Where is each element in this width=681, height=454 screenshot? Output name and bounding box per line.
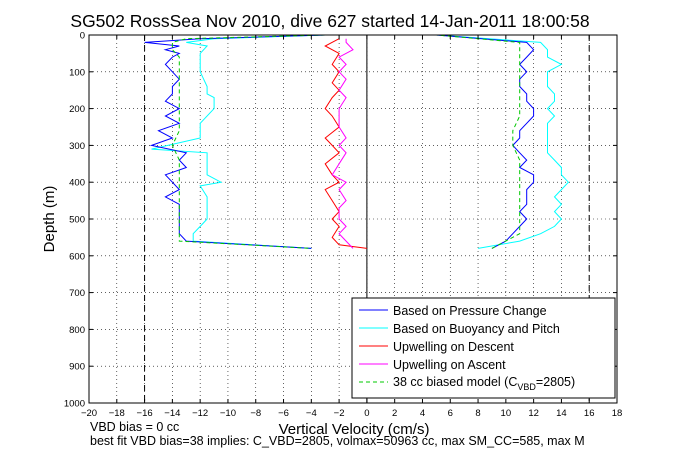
plot-series bbox=[144, 34, 570, 249]
x-axis-ticks: −20 −18 −16 −14 −12 −10 −8 −6 −4 −2 0 2 4 6 8 10 12 14 16 1… bbox=[81, 35, 622, 419]
x-tick-label: −14 bbox=[164, 408, 180, 419]
series-pressure-ascent bbox=[436, 34, 535, 249]
x-tick-label: 10 bbox=[501, 408, 512, 419]
legend-model-prefix: 38 cc biased model (C bbox=[393, 375, 517, 389]
footer-line-1: VBD bias = 0 cc bbox=[90, 420, 179, 434]
x-axis-label: Vertical Velocity (cm/s) bbox=[279, 421, 430, 438]
y-tick-label: 800 bbox=[69, 325, 85, 336]
y-tick-label: 400 bbox=[69, 178, 85, 189]
x-tick-label: −6 bbox=[278, 408, 289, 419]
series-upwelling-ascent bbox=[331, 38, 354, 249]
y-tick-label: 100 bbox=[69, 67, 85, 78]
x-tick-label: 18 bbox=[612, 408, 623, 419]
legend-label-model: 38 cc biased model (CVBD=2805) bbox=[393, 375, 575, 392]
legend-label-pressure: Based on Pressure Change bbox=[393, 304, 547, 318]
legend-model-suffix: =2805) bbox=[536, 375, 575, 389]
x-tick-label: 14 bbox=[556, 408, 567, 419]
x-tick-label: −20 bbox=[81, 408, 97, 419]
x-tick-label: −4 bbox=[306, 408, 317, 419]
x-tick-label: 16 bbox=[584, 408, 595, 419]
legend-model-subscript: VBD bbox=[517, 382, 536, 392]
y-tick-label: 300 bbox=[69, 141, 85, 152]
legend-label-buoyancy: Based on Buoyancy and Pitch bbox=[393, 322, 560, 336]
y-axis-ticks: 0 100 200 300 400 500 600 700 800 900 1000 bbox=[64, 31, 617, 410]
series-buoyancy-descent bbox=[151, 34, 326, 249]
series-model-ascent bbox=[436, 34, 521, 249]
x-tick-label: 0 bbox=[364, 408, 369, 419]
legend-label-ascent: Upwelling on Ascent bbox=[393, 358, 506, 372]
x-tick-label: 2 bbox=[392, 408, 397, 419]
chart-title: SG502 RossSea Nov 2010, dive 627 started… bbox=[70, 11, 589, 31]
legend: Based on Pressure Change Based on Buoyan… bbox=[351, 297, 616, 399]
series-model-descent bbox=[171, 34, 326, 249]
x-tick-label: −8 bbox=[250, 408, 261, 419]
series-buoyancy-ascent bbox=[436, 34, 570, 249]
y-tick-label: 900 bbox=[69, 362, 85, 373]
x-tick-label: −18 bbox=[109, 408, 125, 419]
legend-box bbox=[351, 297, 616, 399]
y-tick-label: 0 bbox=[80, 31, 85, 42]
y-tick-label: 1000 bbox=[64, 399, 85, 410]
y-tick-label: 200 bbox=[69, 104, 85, 115]
x-tick-label: 12 bbox=[528, 408, 539, 419]
y-tick-label: 500 bbox=[69, 215, 85, 226]
y-axis-label: Depth (m) bbox=[41, 186, 58, 253]
x-tick-label: −2 bbox=[334, 408, 345, 419]
legend-label-descent: Upwelling on Descent bbox=[393, 340, 514, 354]
x-tick-label: −10 bbox=[220, 408, 236, 419]
x-tick-label: −12 bbox=[192, 408, 208, 419]
footer-line-2: best fit VBD bias=38 implies: C_VBD=2805… bbox=[90, 434, 585, 448]
x-tick-label: 8 bbox=[475, 408, 480, 419]
x-tick-label: 6 bbox=[448, 408, 453, 419]
y-tick-label: 600 bbox=[69, 251, 85, 262]
x-tick-label: 4 bbox=[420, 408, 425, 419]
y-tick-label: 700 bbox=[69, 288, 85, 299]
x-tick-label: −16 bbox=[137, 408, 153, 419]
